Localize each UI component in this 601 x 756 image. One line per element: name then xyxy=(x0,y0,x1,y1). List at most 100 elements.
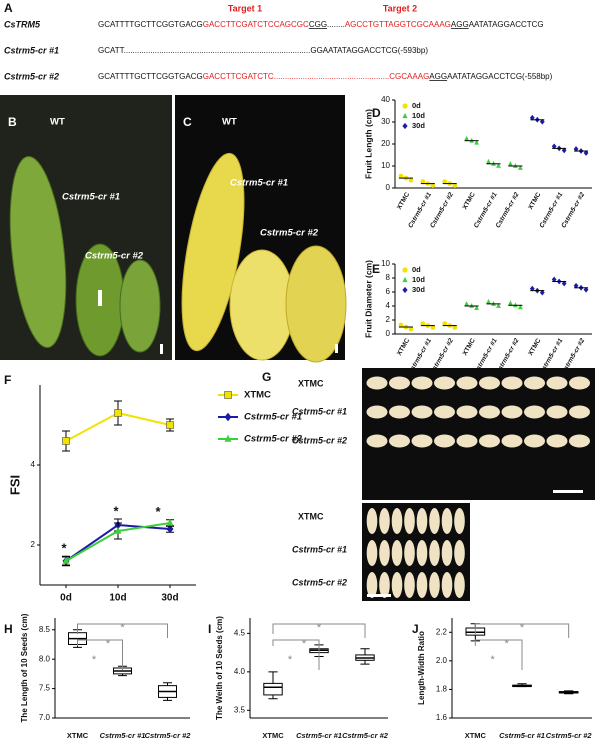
seed xyxy=(411,376,433,390)
significance: * xyxy=(155,504,161,519)
marker xyxy=(474,305,480,310)
seed-label: XTMC xyxy=(298,511,324,521)
seed xyxy=(524,376,545,390)
marker xyxy=(529,285,535,292)
seed xyxy=(366,405,388,419)
seed xyxy=(404,572,415,598)
seed xyxy=(366,376,388,390)
bracket xyxy=(474,623,570,638)
marker xyxy=(442,321,448,326)
marker xyxy=(402,122,408,130)
marker xyxy=(496,303,501,308)
marker xyxy=(224,434,232,442)
marker xyxy=(539,118,545,125)
bracket xyxy=(474,639,523,670)
marker xyxy=(539,289,545,296)
significance: * xyxy=(113,503,119,518)
significance: * xyxy=(288,654,293,666)
y-axis-label: FSI xyxy=(7,475,22,495)
marker xyxy=(517,304,523,310)
y-tick-label: 4 xyxy=(31,460,36,469)
sequence-segment: ........................................… xyxy=(124,46,311,55)
sequence-segment: GCATTTTGCTTCGGTGACG xyxy=(98,20,203,29)
seed xyxy=(479,434,500,448)
seed xyxy=(366,572,378,598)
marker xyxy=(166,518,174,526)
marker xyxy=(529,114,535,121)
seed xyxy=(379,540,390,566)
y-tick-label: 10 xyxy=(381,259,390,268)
y-tick-label: 4.5 xyxy=(234,628,246,637)
legend-label: 30d xyxy=(412,121,425,130)
x-tick-label: XTMC xyxy=(462,191,477,211)
marker xyxy=(166,524,174,534)
marker xyxy=(224,391,232,399)
x-tick-label: XTMC xyxy=(262,731,284,740)
panel-label: G xyxy=(262,370,271,384)
seed xyxy=(416,508,428,534)
seed xyxy=(524,405,545,419)
whisker xyxy=(360,648,370,655)
marker xyxy=(442,179,448,185)
y-tick-label: 6 xyxy=(386,287,391,296)
sequence-segment: GACCTTCGATCTCCAGCGC xyxy=(203,20,309,29)
panel-label: H xyxy=(4,622,13,636)
marker xyxy=(573,282,579,289)
scale-bar xyxy=(367,594,391,597)
x-tick-label: Cstrm5-cr #1 xyxy=(499,731,545,740)
y-tick-label: 7.0 xyxy=(39,713,51,722)
marker xyxy=(507,161,513,166)
marker xyxy=(464,301,470,306)
legend-label: 30d xyxy=(412,285,425,294)
seed xyxy=(569,405,590,419)
sequence-segment: CGG xyxy=(309,20,327,29)
significance: * xyxy=(491,654,496,666)
sequence-segment: ........................................… xyxy=(274,72,390,81)
marker xyxy=(408,326,414,332)
significance: * xyxy=(505,638,510,650)
sequence: GCATTTTGCTTCGGTGACGGACCTTCGATCTCCAGCGCCG… xyxy=(98,20,544,29)
target-label: Target 1 xyxy=(228,3,262,13)
photo-label: Cstrm5-cr #2 xyxy=(85,251,144,262)
marker xyxy=(517,165,523,170)
sequence-segment: ........ xyxy=(327,20,345,29)
y-tick-label: 8.5 xyxy=(39,625,51,634)
y-tick-label: 1.8 xyxy=(436,685,448,694)
seed xyxy=(454,540,465,566)
seed xyxy=(454,508,465,534)
seed xyxy=(524,434,545,448)
significance: * xyxy=(520,622,525,634)
seed-photo xyxy=(362,503,470,601)
x-tick-label: XTMC xyxy=(527,191,542,211)
x-tick-label: 0d xyxy=(60,593,72,604)
seed xyxy=(366,434,388,448)
panel-label: F xyxy=(4,373,11,387)
x-tick-label: 30d xyxy=(161,593,178,604)
y-tick-label: 4.0 xyxy=(234,667,246,676)
photo-label: Cstrm5-cr #1 xyxy=(62,192,120,203)
marker xyxy=(486,158,491,164)
bracket xyxy=(77,623,168,638)
x-tick-label: Cstrm5-cr #2 xyxy=(429,191,455,229)
x-tick-label: XTMC xyxy=(527,337,542,357)
marker xyxy=(114,526,122,534)
seed xyxy=(434,434,455,448)
sequence-segment: GACCTTCGATCTC xyxy=(203,72,274,81)
y-tick-label: 3.5 xyxy=(234,705,246,714)
marker xyxy=(224,412,232,422)
x-tick-label: Cstrm5-cr #2 xyxy=(546,731,593,740)
legend-label: Cstrm5-cr #2 xyxy=(244,434,303,445)
x-tick-label: XTMC xyxy=(67,731,89,740)
marker xyxy=(452,325,458,330)
box xyxy=(263,682,283,696)
marker xyxy=(420,179,426,185)
seed xyxy=(416,540,428,566)
sequence: GCATTTTGCTTCGGTGACGGACCTTCGATCTC........… xyxy=(98,72,553,81)
photo-label: WT xyxy=(222,117,237,128)
marker xyxy=(474,139,480,145)
marker xyxy=(561,147,567,154)
y-tick-label: 2 xyxy=(386,315,391,324)
legend-label: 0d xyxy=(412,101,421,110)
marker xyxy=(583,286,589,293)
